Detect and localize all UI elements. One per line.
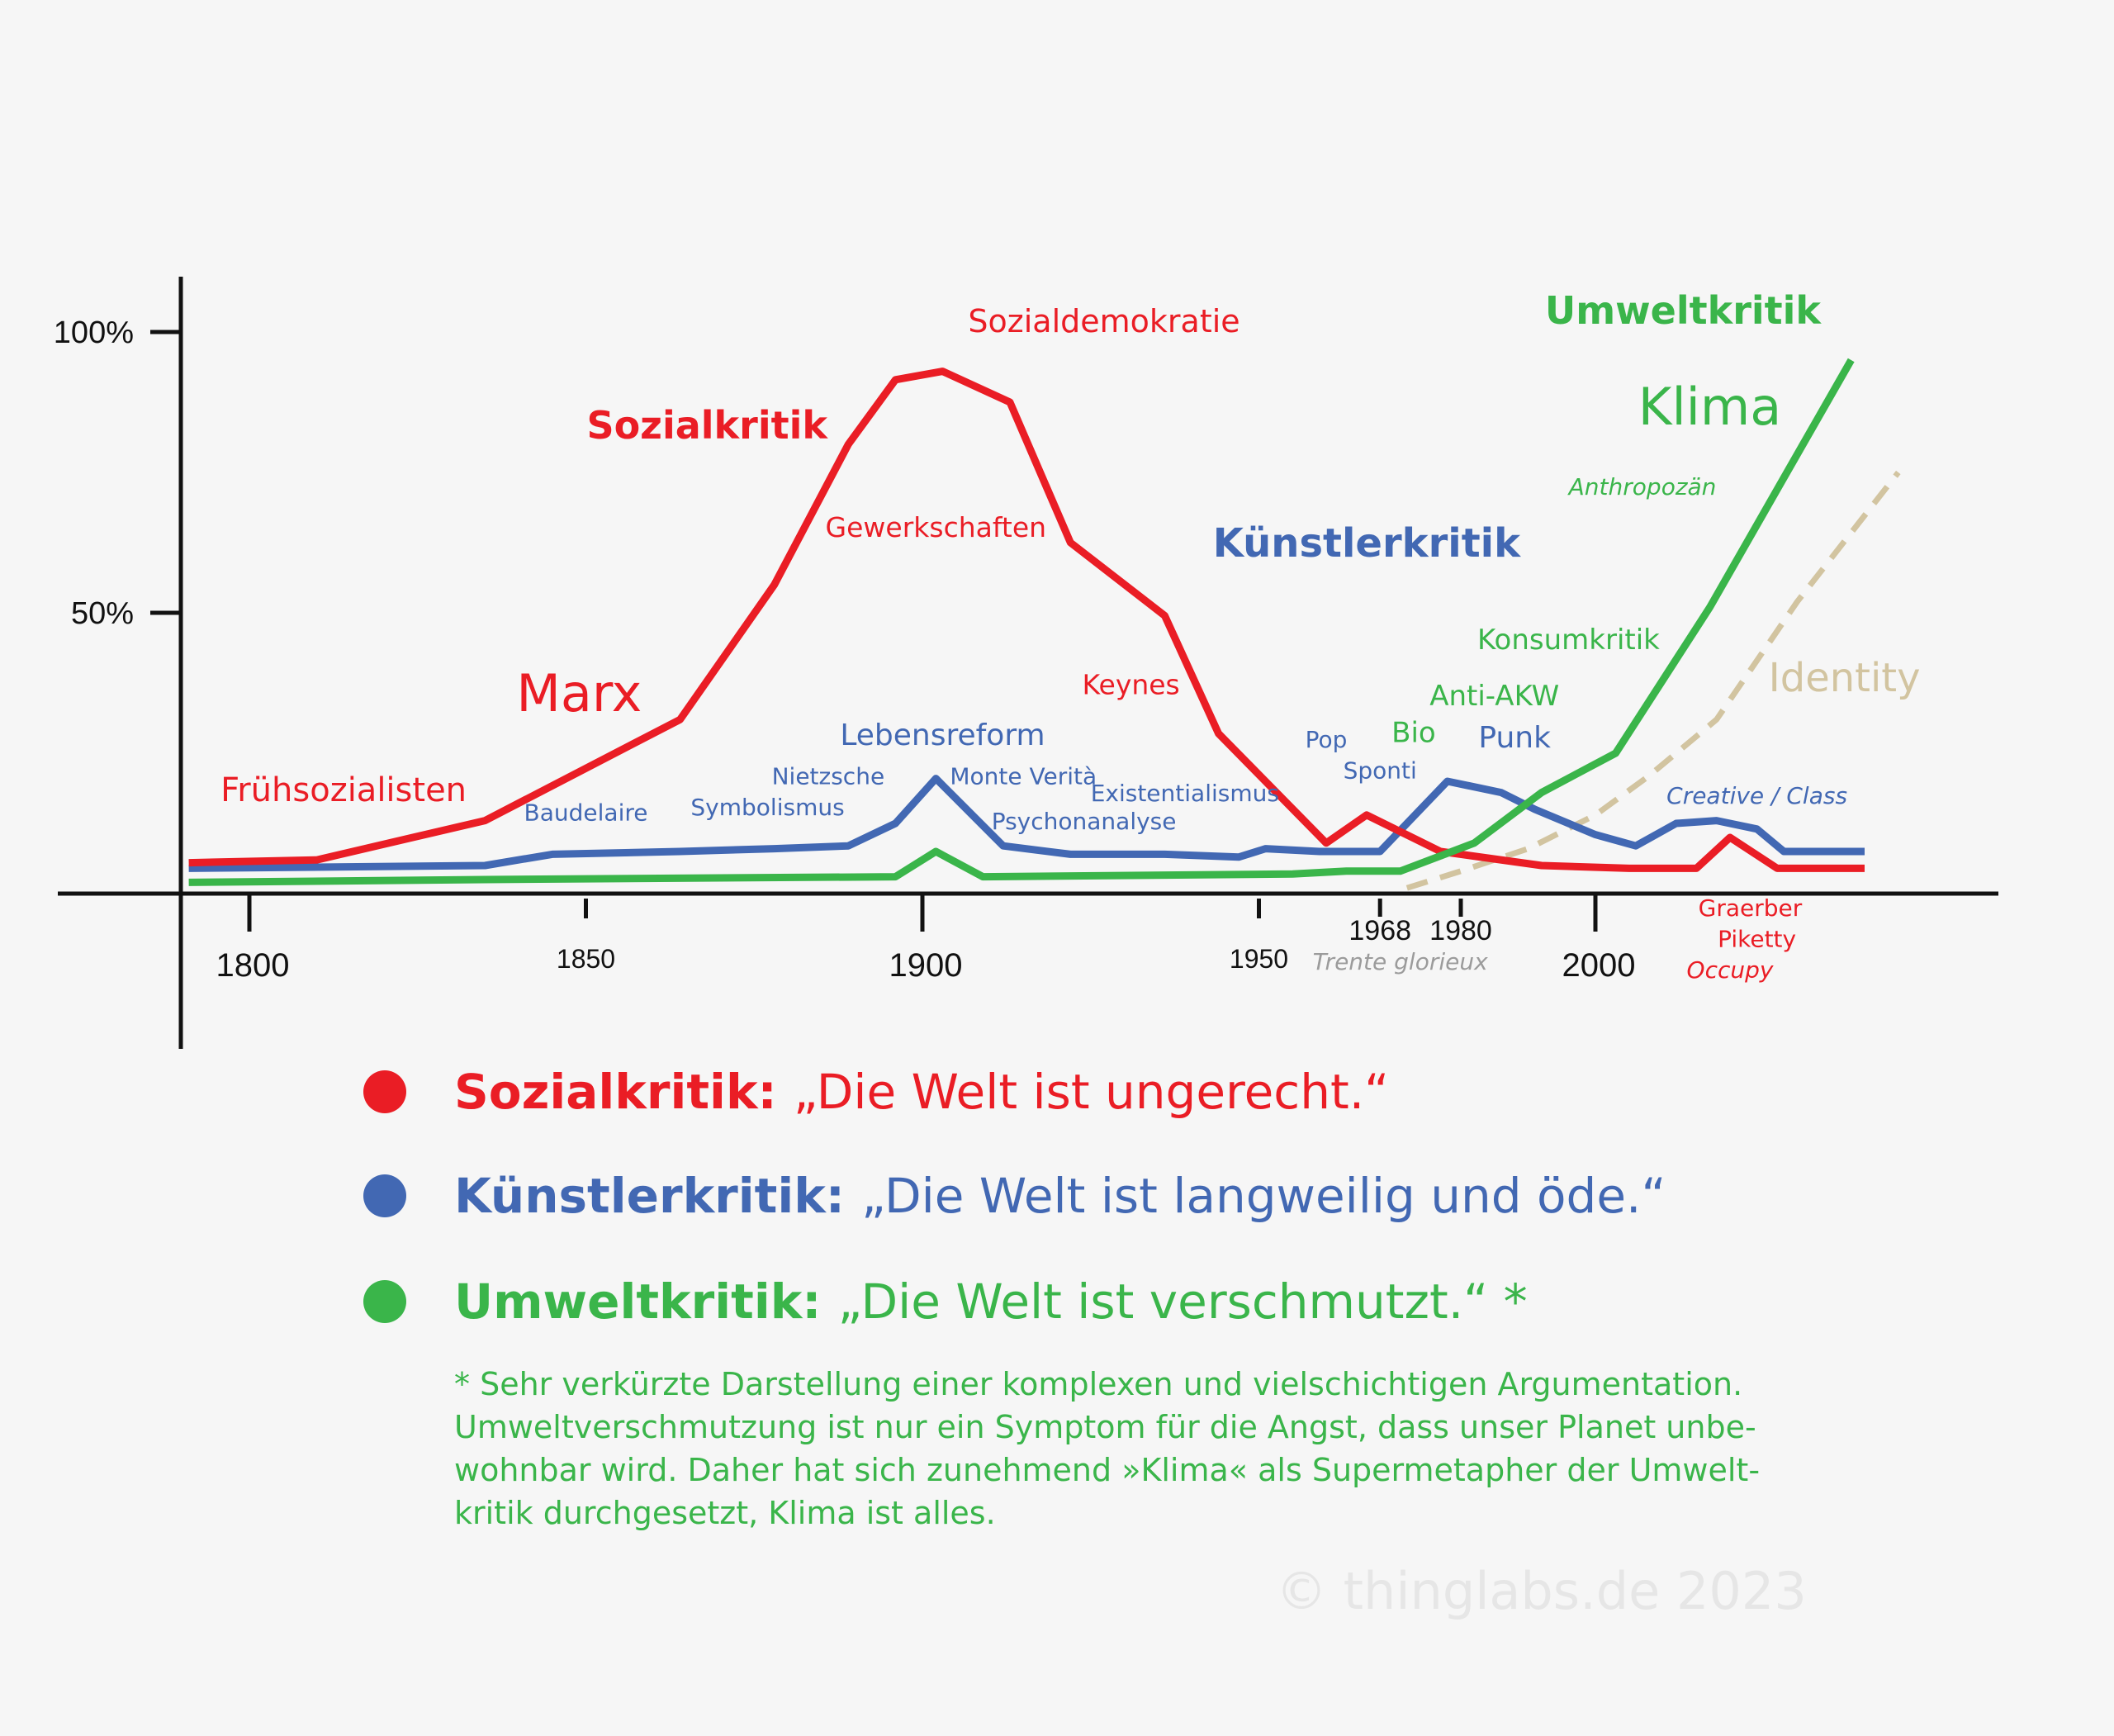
axis-ticks: 50% 100% 1800 1850 1900 1950 1968 1980 2000 <box>54 315 1636 984</box>
legend-dot-blue <box>363 1174 406 1217</box>
annotation-label: Sozialdemokratie <box>968 303 1239 339</box>
footnote-line: * Sehr verkürzte Darstellung einer kompl… <box>454 1366 1743 1402</box>
legend-dot-red <box>363 1070 406 1113</box>
x-tick-label: 1980 <box>1429 915 1492 946</box>
legend-quote: „Die Welt ist ungerecht.“ <box>793 1064 1390 1120</box>
copyright-watermark: © thinglabs.de 2023 <box>1276 1561 1807 1621</box>
legend-item-sozialkritik: Sozialkritik: „Die Welt ist ungerecht.“ <box>363 1059 1389 1125</box>
annotation-label: Anti-AKW <box>1429 680 1559 713</box>
annotation-label: Lebensreform <box>840 719 1045 752</box>
legend-quote: „Die Welt ist langweilig und öde.“ <box>861 1168 1666 1224</box>
x-tick-label: 1850 <box>557 944 615 974</box>
annotation-label: Konsumkritik <box>1477 624 1660 657</box>
annotation-label: Pop <box>1306 726 1348 753</box>
annotation-label: Symbolismus <box>690 794 844 821</box>
x-tick-label: 1968 <box>1349 915 1411 946</box>
annotation-label: Baudelaire <box>524 799 648 827</box>
legend-key: Künstlerkritik: <box>454 1168 846 1224</box>
annotation-label: Graerber <box>1699 894 1803 922</box>
annotation-label: Klima <box>1638 377 1782 437</box>
annotation-label: Gewerkschaften <box>826 511 1047 543</box>
x-tick-label: 2000 <box>1562 947 1636 984</box>
annotation-label: Bio <box>1391 716 1436 749</box>
chart-axes <box>58 277 1998 1049</box>
footnote-line: kritik durchgesetzt, Klima ist alles. <box>454 1495 996 1531</box>
legend-key: Sozialkritik: <box>454 1064 777 1120</box>
x-tick-label: 1950 <box>1230 944 1288 974</box>
annotation-label: Keynes <box>1083 669 1180 701</box>
annotation-label: Trente glorieux <box>1313 948 1488 975</box>
annotation-label: Psychonanalyse <box>992 808 1177 835</box>
footnote-line: wohnbar wird. Daher hat sich zunehmend »… <box>454 1452 1761 1488</box>
annotation-label: Monte Verità <box>950 762 1097 790</box>
annotation-label: Nietzsche <box>772 762 885 790</box>
annotation-label: Piketty <box>1718 926 1796 953</box>
series-line-sozialkritik <box>188 368 1865 872</box>
annotation-label: Marx <box>516 663 642 723</box>
annotation-label: Occupy <box>1687 956 1774 984</box>
footnote: * Sehr verkürzte Darstellung einer kompl… <box>454 1363 1924 1534</box>
annotation-label: Creative / Class <box>1666 782 1847 809</box>
annotation-label: Frühsozialisten <box>220 771 467 809</box>
legend-item-kuenstlerkritik: Künstlerkritik: „Die Welt ist langweilig… <box>363 1163 1666 1229</box>
annotation-label: Existentialismus <box>1091 780 1279 807</box>
annotation-label: Umweltkritik <box>1545 288 1822 333</box>
x-tick-label: 1900 <box>889 947 963 984</box>
annotation-label: Punk <box>1478 721 1551 755</box>
series-line-kuenstlerkritik <box>188 775 1865 872</box>
x-tick-label: 1800 <box>216 947 290 984</box>
chart-series <box>188 358 1901 891</box>
legend-dot-green <box>363 1280 406 1323</box>
chart-annotations: Sozialkritik Sozialdemokratie Gewerkschaft… <box>220 288 1920 984</box>
annotation-label: Sponti <box>1344 757 1417 785</box>
legend-quote: „Die Welt ist verschmutzt.“ * <box>837 1274 1528 1330</box>
series-line-umweltkritik <box>188 358 1855 886</box>
annotation-label: Identity <box>1769 655 1921 701</box>
annotation-label: Künstlerkritik <box>1213 520 1521 567</box>
annotation-label: Sozialkritik <box>586 403 828 448</box>
legend-item-umweltkritik: Umweltkritik: „Die Welt ist verschmutzt.… <box>363 1269 1528 1335</box>
chart: 50% 100% 1800 1850 1900 1950 1968 1980 2000 Sozi… <box>54 277 1998 1049</box>
y-tick-label: 50% <box>71 596 134 631</box>
legend-key: Umweltkritik: <box>454 1274 822 1330</box>
annotation-label: Anthropozän <box>1567 473 1717 500</box>
footnote-line: Umweltverschmutzung ist nur ein Symptom … <box>454 1409 1756 1445</box>
y-tick-label: 100% <box>54 315 134 350</box>
